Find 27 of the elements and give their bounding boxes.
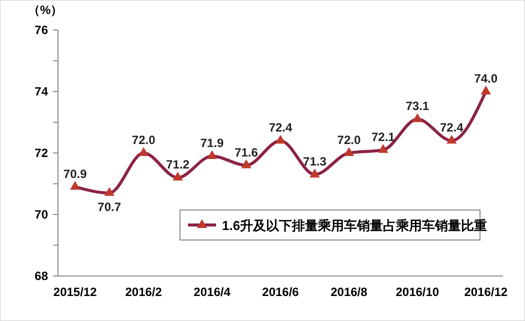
data-label: 71.6	[234, 145, 258, 160]
data-label: 73.1	[406, 99, 430, 114]
data-label: 70.9	[63, 166, 88, 181]
data-label: 71.9	[200, 136, 224, 150]
y-tick-label: 76	[34, 23, 48, 37]
x-tick-label: 2016/10	[396, 285, 440, 299]
x-tick-label: 2016/8	[330, 285, 368, 299]
data-label: 72.0	[337, 133, 361, 147]
y-tick-label: 74	[34, 84, 48, 98]
data-label: 72.4	[440, 120, 464, 135]
x-tick-label: 2016/12	[464, 285, 508, 299]
x-tick-label: 2016/4	[194, 285, 231, 299]
x-tick-label: 2016/6	[262, 285, 300, 299]
legend-label: 1.6升及以下排量乘用车销量占乘用车销量比重	[222, 218, 488, 233]
x-tick-label: 2015/12	[53, 285, 98, 299]
data-label: 71.2	[166, 158, 190, 172]
y-tick-label: 68	[34, 269, 48, 283]
y-tick-label: 72	[34, 146, 48, 160]
x-tick-label: 2016/2	[125, 285, 162, 299]
y-axis-title: （%）	[28, 3, 63, 17]
data-label: 71.3	[303, 154, 327, 169]
y-tick-label: 70	[34, 208, 48, 222]
data-label: 70.7	[98, 200, 122, 214]
data-label: 72.4	[268, 120, 292, 135]
data-label: 72.0	[132, 133, 156, 147]
data-label: 72.1	[372, 130, 396, 144]
data-label: 74.0	[474, 72, 498, 86]
